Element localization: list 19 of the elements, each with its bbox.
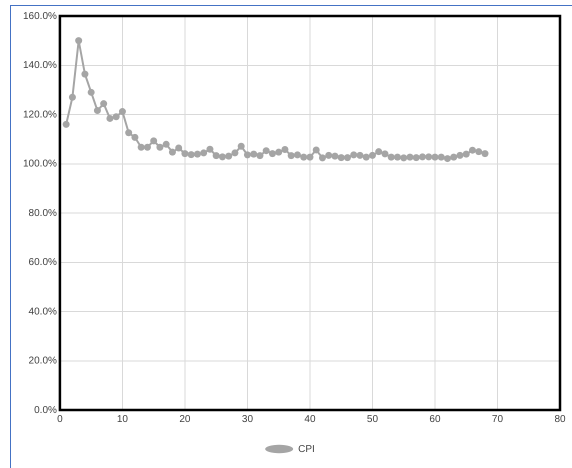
- x-tick-label: 10: [116, 414, 128, 425]
- legend-label: CPI: [298, 444, 315, 455]
- x-tick-label: 20: [179, 414, 191, 425]
- x-tick-label: 30: [242, 414, 254, 425]
- y-tick-label: 20.0%: [28, 356, 58, 366]
- y-tick-label: 160.0%: [22, 10, 58, 22]
- x-tick-label: 50: [366, 414, 378, 425]
- x-tick-label: 80: [554, 414, 566, 425]
- y-tick-label: 140.0%: [22, 60, 58, 71]
- x-tick-label: 70: [492, 414, 504, 425]
- y-tick-label: 60.0%: [28, 257, 58, 268]
- x-tick-label: 0: [57, 414, 64, 425]
- y-tick-label: 100.0%: [22, 158, 58, 170]
- y-tick-label: 120.0%: [22, 109, 58, 120]
- y-tick-label: 80.0%: [28, 208, 58, 219]
- y-tick-label: 0.0%: [34, 404, 58, 416]
- y-tick-label: 40.0%: [28, 306, 58, 318]
- x-tick-label: 60: [429, 414, 441, 425]
- x-tick-label: 40: [304, 414, 316, 425]
